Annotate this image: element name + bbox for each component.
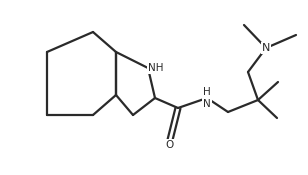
Text: N: N	[262, 43, 270, 53]
Text: NH: NH	[148, 63, 164, 73]
Text: O: O	[166, 140, 174, 150]
Text: H
N: H N	[203, 87, 211, 109]
